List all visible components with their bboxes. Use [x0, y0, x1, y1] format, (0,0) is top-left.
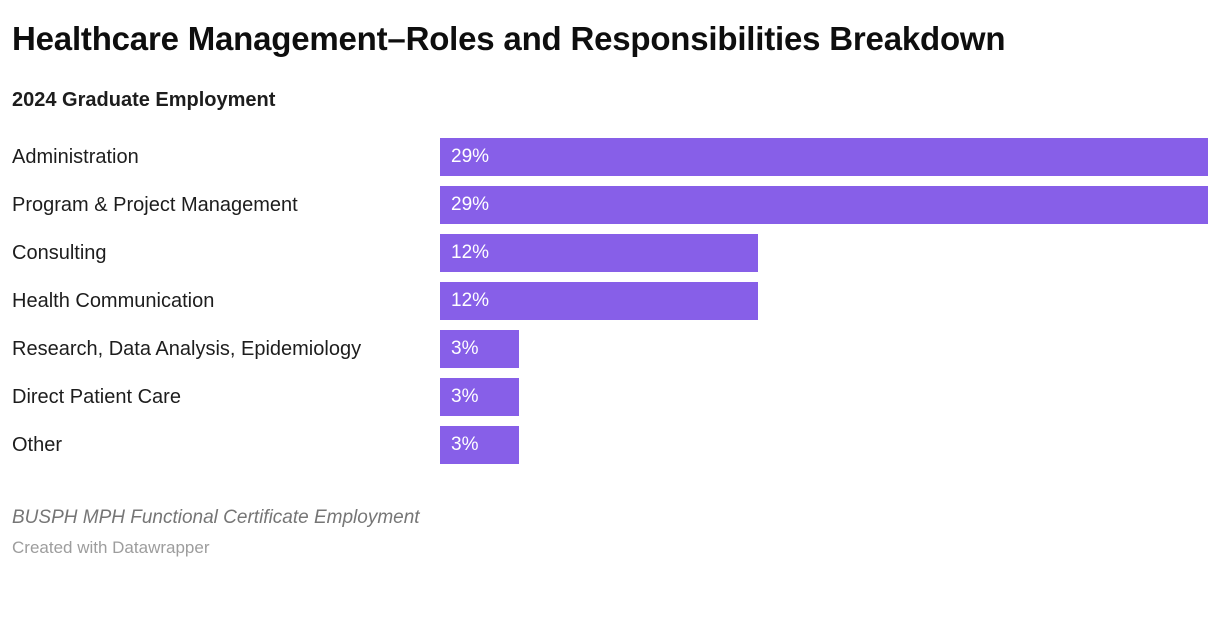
bar-row: Administration 29% [12, 138, 1208, 176]
bar: 3% [440, 330, 520, 368]
bar-value-label: 29% [451, 194, 490, 215]
category-label: Administration [12, 146, 139, 168]
bar-value-label: 3% [451, 434, 479, 455]
bar: 12% [440, 282, 758, 320]
bar-row: Direct Patient Care 3% [12, 378, 1208, 416]
bar: 12% [440, 234, 758, 272]
bar-track: 3% [440, 330, 1208, 368]
bar-value-label: 12% [451, 242, 490, 263]
bar-value-label: 12% [451, 290, 490, 311]
category-label: Research, Data Analysis, Epidemiology [12, 338, 362, 360]
bar-track: 3% [440, 378, 1208, 416]
chart-title: Healthcare Management–Roles and Responsi… [12, 20, 1006, 57]
bar-track: 29% [440, 138, 1208, 176]
bar-row: Program & Project Management 29% [12, 186, 1208, 224]
bar-row: Research, Data Analysis, Epidemiology 3% [12, 330, 1208, 368]
category-label: Other [12, 434, 63, 456]
bar-value-label: 29% [451, 146, 490, 167]
bar-track: 12% [440, 282, 1208, 320]
bar-row: Other 3% [12, 426, 1208, 464]
category-label: Health Communication [12, 290, 215, 312]
bar-track: 29% [440, 186, 1208, 224]
bar: 3% [440, 426, 520, 464]
bar-row: Consulting 12% [12, 234, 1208, 272]
chart-subtitle: 2024 Graduate Employment [12, 89, 276, 111]
bar: 3% [440, 378, 520, 416]
bar-value-label: 3% [451, 386, 479, 407]
bar-track: 3% [440, 426, 1208, 464]
category-label: Program & Project Management [12, 194, 298, 216]
category-label: Direct Patient Care [12, 386, 181, 408]
category-label: Consulting [12, 242, 107, 264]
bar-value-label: 3% [451, 338, 479, 359]
datawrapper-credit: Created with Datawrapper [12, 538, 210, 557]
bar-track: 12% [440, 234, 1208, 272]
bar: 29% [440, 138, 1208, 176]
bar-row: Health Communication 12% [12, 282, 1208, 320]
bar-chart: Administration 29% Program & Project Manag… [12, 138, 1208, 464]
bar: 29% [440, 186, 1208, 224]
chart-notes: BUSPH MPH Functional Certificate Employm… [12, 507, 420, 528]
